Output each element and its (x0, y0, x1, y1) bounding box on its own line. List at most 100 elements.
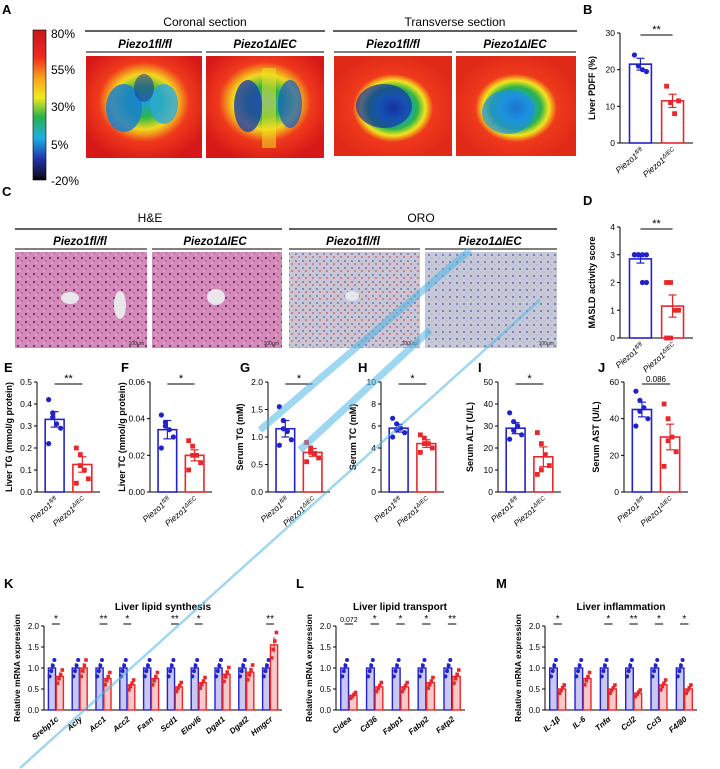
y-tick-label: 1.0 (251, 432, 263, 442)
data-point (369, 663, 374, 668)
data-point (519, 432, 525, 438)
y-tick-label: 40 (610, 414, 620, 424)
y-tick-label: 20 (606, 65, 616, 75)
bar (214, 667, 223, 711)
data-point (58, 672, 63, 677)
x-tick-label: Piezo1ΔIEC (641, 145, 679, 179)
bar (95, 667, 104, 711)
data-point (145, 663, 150, 668)
x-tick-label: Hmgcr (249, 714, 275, 738)
y-tick-label: 2.0 (28, 622, 40, 631)
y-axis-label: Liver TC (mmol/g protein) (117, 382, 127, 492)
x-tick-label: Tnfα (593, 714, 613, 733)
data-point (507, 410, 513, 416)
data-point (393, 668, 398, 673)
data-point (186, 467, 192, 473)
data-point (390, 434, 396, 440)
data-point (599, 674, 604, 679)
data-point (341, 668, 346, 673)
bar (650, 667, 660, 711)
y-tick-label: 1.0 (529, 664, 541, 673)
data-point (557, 691, 562, 695)
data-point (158, 412, 164, 418)
data-point (673, 449, 679, 455)
y-tick-label: 0 (610, 138, 615, 148)
data-point (643, 252, 650, 258)
y-tick-label: 0.5 (529, 685, 541, 694)
data-point (448, 658, 453, 663)
mri-image-transverse-ko (456, 56, 576, 156)
data-point (152, 678, 157, 683)
data-point (650, 674, 655, 679)
data-point (601, 668, 606, 673)
data-point (396, 658, 401, 663)
data-point (639, 279, 646, 286)
data-point (685, 688, 690, 693)
data-point (367, 668, 372, 673)
data-point (227, 665, 231, 670)
data-point (586, 674, 590, 679)
panel-letter: K (4, 576, 14, 591)
watermark (19, 247, 541, 769)
panel-c-letter: C (2, 184, 12, 199)
data-point (76, 658, 81, 663)
data-point (629, 658, 634, 663)
data-point (376, 686, 380, 691)
coronal-section-title: Coronal section (163, 15, 246, 29)
mri-image-transverse-wt (334, 56, 452, 156)
data-point (46, 397, 52, 403)
y-tick-label: 40 (484, 399, 494, 409)
data-point (637, 408, 643, 414)
y-axis-label: Serum TG (mM) (235, 403, 245, 470)
data-point (190, 443, 196, 449)
data-point (675, 674, 680, 679)
y-tick-label: 0 (610, 333, 615, 343)
chart-h: H0246810Serum TC (mM)Piezo1fl/flPiezo1ΔI… (348, 360, 444, 528)
panel-letter: H (358, 360, 367, 375)
data-point (108, 670, 112, 675)
y-tick-label: 10 (484, 465, 494, 475)
y-axis-label: Liver PDFF (%) (587, 56, 597, 120)
bar (71, 667, 81, 711)
data-point (190, 452, 196, 458)
y-tick-label: 0.5 (251, 460, 263, 470)
data-point (602, 663, 607, 668)
panel-a-letter: A (2, 2, 12, 17)
data-point (639, 67, 646, 73)
data-point (47, 674, 52, 679)
data-point (154, 674, 158, 679)
y-tick-label: 0 (371, 487, 376, 497)
x-tick-label: Piezo1ΔIEC (641, 340, 679, 374)
data-point (150, 683, 155, 687)
y-tick-label: 60 (610, 377, 620, 387)
data-point (560, 685, 565, 690)
data-point (350, 694, 355, 699)
bar (574, 667, 584, 711)
x-tick-label: Ccl3 (645, 714, 664, 732)
data-point (661, 463, 667, 469)
data-point (538, 467, 544, 473)
data-point (534, 472, 540, 477)
data-point (559, 688, 563, 693)
y-tick-label: 3 (610, 250, 615, 260)
significance-label: * (410, 373, 415, 385)
y-tick-label: 0.0 (28, 706, 40, 715)
data-point (85, 476, 91, 482)
data-point (308, 445, 314, 451)
bar (417, 667, 427, 711)
chart-l: L Liver lipid transport 0.0 0.5 1.0 1.5 2.0 Rel… (296, 576, 465, 737)
data-point (274, 630, 279, 635)
y-tick-label: 4 (610, 222, 615, 232)
data-point (668, 100, 673, 106)
x-tick-label: Scd1 (159, 714, 180, 734)
data-point (660, 684, 665, 689)
data-point (217, 663, 222, 668)
significance-label: * (297, 373, 302, 385)
colorbar (32, 29, 47, 181)
bar (166, 667, 176, 711)
y-axis-label: Relative mRNA expression (304, 614, 314, 722)
genotype-label: Piezo1fl/fl (118, 39, 172, 51)
